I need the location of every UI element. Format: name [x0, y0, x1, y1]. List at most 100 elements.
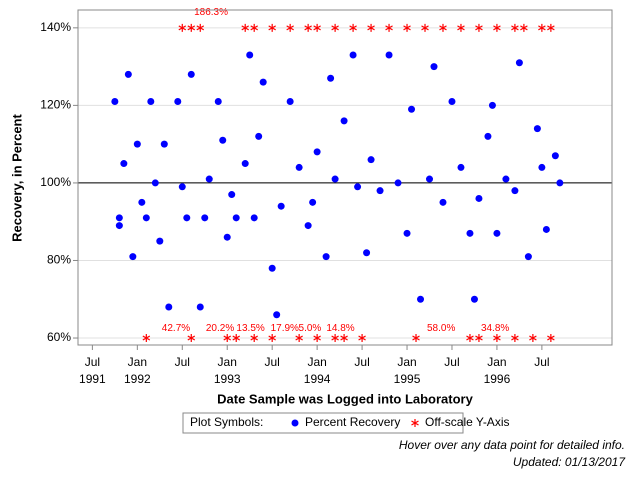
data-point[interactable]: [457, 163, 465, 171]
data-point[interactable]: [165, 303, 173, 311]
off-scale-point[interactable]: [313, 334, 321, 343]
data-point[interactable]: [124, 70, 132, 78]
off-scale-point[interactable]: [304, 23, 312, 32]
data-point[interactable]: [394, 179, 402, 187]
off-scale-point[interactable]: [493, 334, 501, 343]
data-point[interactable]: [160, 140, 168, 148]
off-scale-point[interactable]: [331, 23, 339, 32]
off-scale-point[interactable]: [421, 23, 429, 32]
data-point[interactable]: [354, 183, 362, 191]
off-scale-point[interactable]: [268, 23, 276, 32]
data-point[interactable]: [142, 214, 150, 222]
data-point[interactable]: [268, 264, 276, 272]
off-scale-point[interactable]: [250, 334, 258, 343]
off-scale-point[interactable]: [385, 23, 393, 32]
data-point[interactable]: [430, 63, 438, 71]
data-point[interactable]: [551, 152, 559, 160]
off-scale-point[interactable]: [475, 23, 483, 32]
off-scale-point[interactable]: [295, 334, 303, 343]
data-point[interactable]: [475, 194, 483, 202]
data-point[interactable]: [304, 222, 312, 230]
data-point[interactable]: [403, 229, 411, 237]
off-scale-point[interactable]: [187, 23, 196, 32]
data-point[interactable]: [183, 214, 191, 222]
off-scale-point[interactable]: [493, 23, 501, 32]
data-point[interactable]: [426, 175, 434, 183]
data-point[interactable]: [174, 98, 182, 106]
data-point[interactable]: [533, 125, 541, 133]
data-point[interactable]: [133, 140, 141, 148]
data-point[interactable]: [363, 249, 371, 257]
data-point[interactable]: [493, 229, 501, 237]
off-scale-point[interactable]: [196, 23, 205, 32]
off-scale-point[interactable]: [457, 23, 465, 32]
data-point[interactable]: [259, 78, 267, 86]
off-scale-point[interactable]: [286, 23, 294, 32]
data-point[interactable]: [120, 160, 128, 168]
off-scale-point[interactable]: [358, 334, 366, 343]
data-point[interactable]: [277, 202, 285, 210]
data-point[interactable]: [214, 98, 222, 106]
data-point[interactable]: [147, 98, 155, 106]
data-point[interactable]: [408, 105, 416, 113]
off-scale-point[interactable]: [142, 334, 151, 343]
data-point[interactable]: [232, 214, 240, 222]
data-point[interactable]: [196, 303, 204, 311]
data-point[interactable]: [488, 101, 496, 109]
data-point[interactable]: [129, 253, 137, 261]
data-point[interactable]: [515, 59, 523, 67]
data-point[interactable]: [448, 98, 456, 106]
data-point[interactable]: [542, 225, 550, 233]
data-point[interactable]: [273, 311, 281, 319]
data-point[interactable]: [201, 214, 209, 222]
off-scale-point[interactable]: [529, 334, 537, 343]
data-point[interactable]: [115, 222, 123, 230]
data-point[interactable]: [138, 198, 146, 206]
off-scale-point[interactable]: [313, 23, 321, 32]
data-point[interactable]: [470, 295, 478, 303]
data-point[interactable]: [246, 51, 254, 59]
off-scale-point[interactable]: [475, 334, 483, 343]
data-point[interactable]: [349, 51, 357, 59]
data-point[interactable]: [219, 136, 227, 144]
off-scale-point[interactable]: [232, 334, 241, 343]
off-scale-point[interactable]: [403, 23, 411, 32]
data-point[interactable]: [385, 51, 393, 59]
data-point[interactable]: [313, 148, 321, 156]
data-point[interactable]: [524, 253, 532, 261]
off-scale-point[interactable]: [367, 23, 375, 32]
off-scale-point[interactable]: [340, 334, 348, 343]
data-point[interactable]: [327, 74, 335, 82]
data-point[interactable]: [187, 70, 195, 78]
data-point[interactable]: [228, 191, 236, 199]
data-point[interactable]: [417, 295, 425, 303]
off-scale-point[interactable]: [268, 334, 276, 343]
off-scale-point[interactable]: [538, 23, 546, 32]
data-point[interactable]: [331, 175, 339, 183]
data-point[interactable]: [156, 237, 164, 245]
off-scale-point[interactable]: [178, 23, 187, 32]
off-scale-point[interactable]: [331, 334, 339, 343]
data-point[interactable]: [309, 198, 317, 206]
data-point[interactable]: [286, 98, 294, 106]
off-scale-point[interactable]: [439, 23, 447, 32]
data-point[interactable]: [439, 198, 447, 206]
data-point[interactable]: [115, 214, 123, 222]
data-point[interactable]: [340, 117, 348, 125]
data-point[interactable]: [511, 187, 519, 195]
data-point[interactable]: [295, 163, 303, 171]
off-scale-point[interactable]: [511, 334, 519, 343]
data-point[interactable]: [111, 98, 119, 106]
data-point[interactable]: [376, 187, 384, 195]
data-point[interactable]: [178, 183, 186, 191]
data-point[interactable]: [205, 175, 213, 183]
off-scale-point[interactable]: [511, 23, 519, 32]
off-scale-point[interactable]: [349, 23, 357, 32]
data-point[interactable]: [484, 132, 492, 140]
data-point[interactable]: [250, 214, 258, 222]
off-scale-point[interactable]: [547, 334, 555, 343]
data-point[interactable]: [322, 253, 330, 261]
off-scale-point[interactable]: [241, 23, 250, 32]
off-scale-point[interactable]: [250, 23, 258, 32]
data-point[interactable]: [241, 160, 249, 168]
